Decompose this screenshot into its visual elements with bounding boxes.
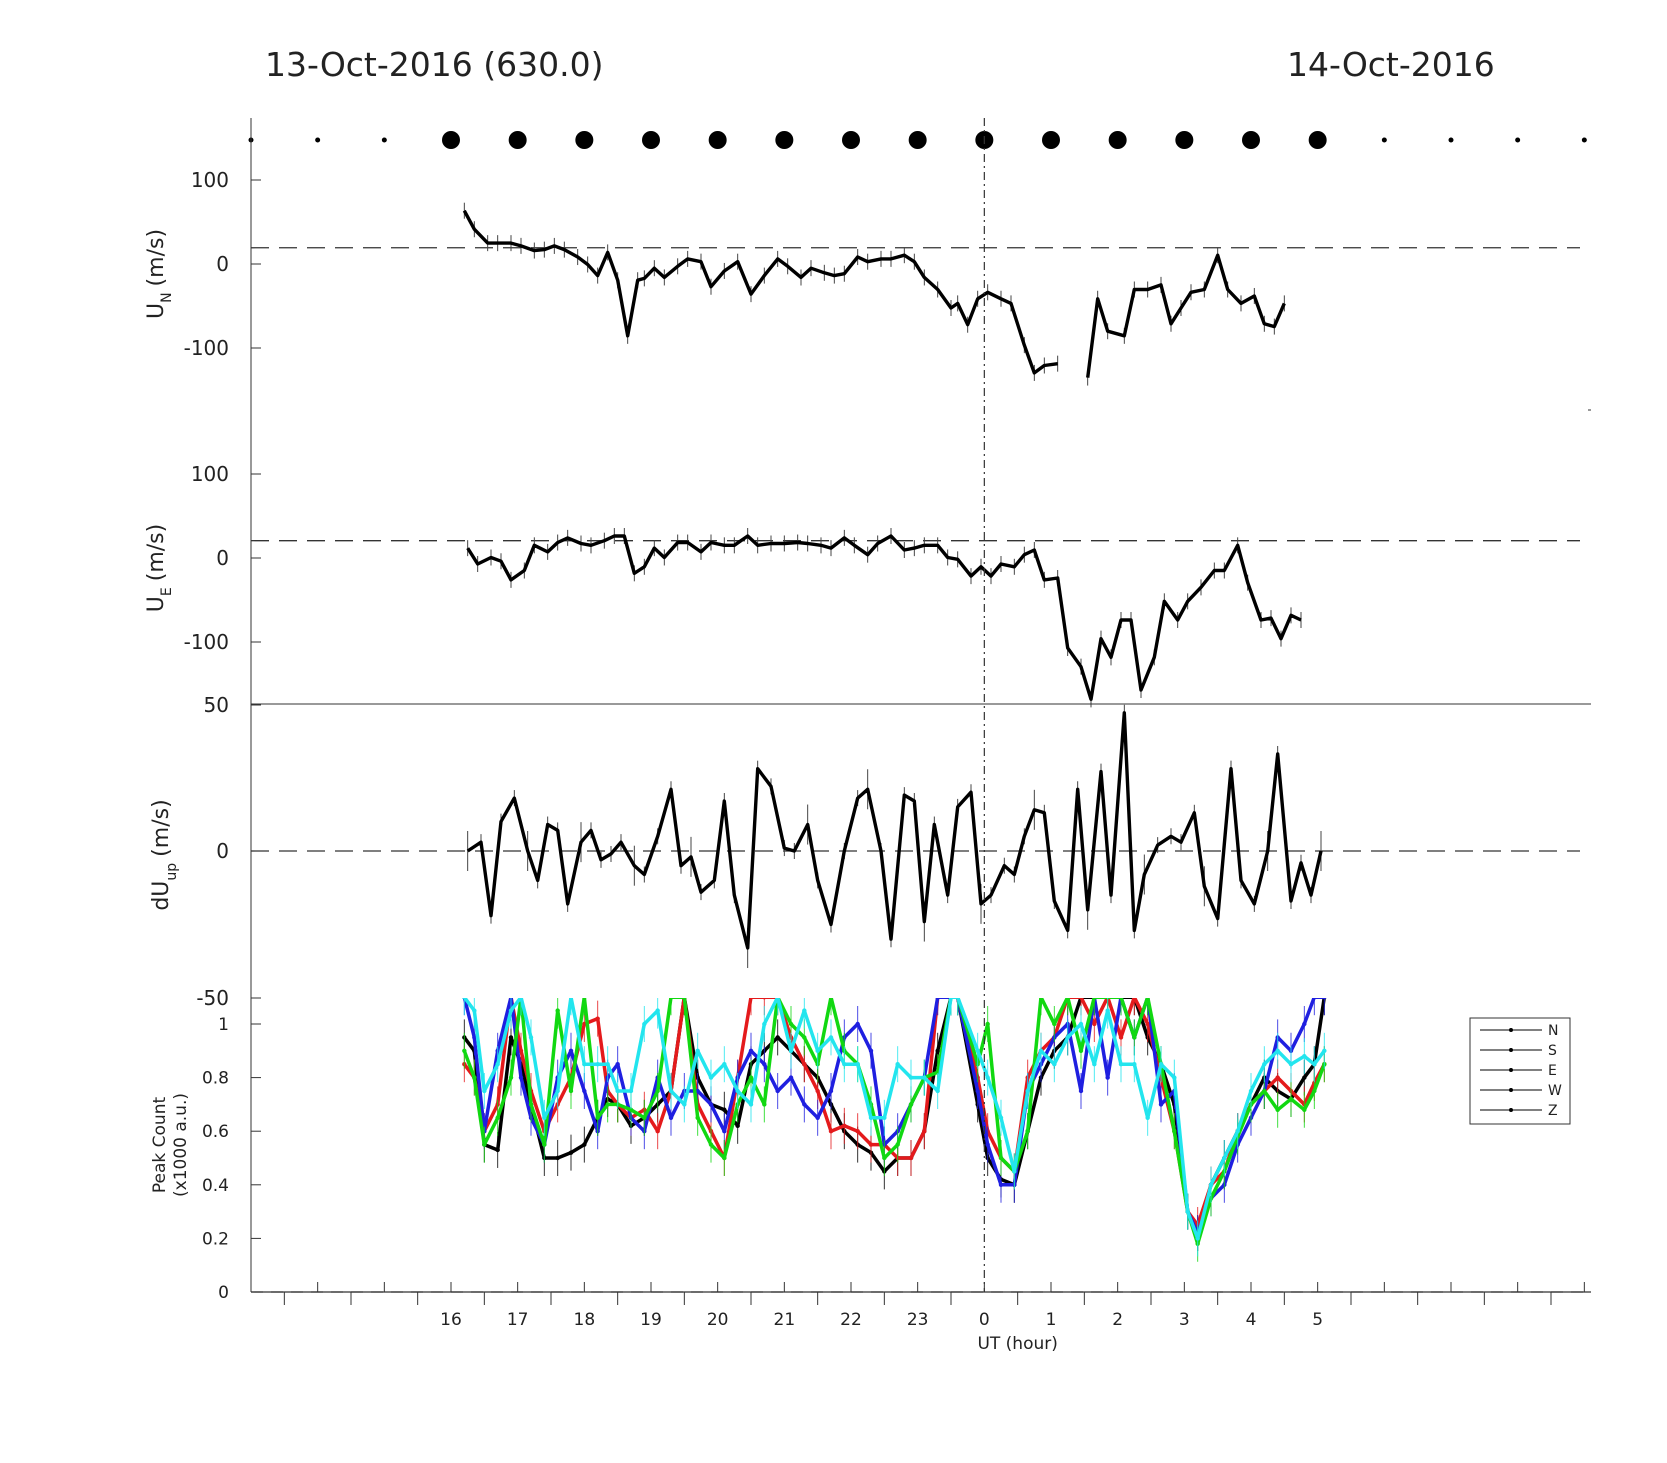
vertical-wind-panel: 50 0 -50 dUup (m/s) bbox=[149, 693, 1580, 1010]
sky-marker-4 bbox=[508, 131, 527, 149]
sky-marker-7 bbox=[708, 131, 727, 149]
sky-marker-8 bbox=[775, 131, 794, 149]
y-tick-label: 100 bbox=[191, 168, 229, 192]
y-tick-label: 1 bbox=[218, 1015, 229, 1035]
y-axis-label-line2: (x1000 a.u.) bbox=[171, 1093, 191, 1197]
sky-marker-1 bbox=[315, 137, 321, 143]
y-tick-label: 0 bbox=[216, 252, 229, 276]
series-Z bbox=[462, 998, 1327, 1257]
x-tick-label: 21 bbox=[774, 1310, 796, 1330]
sky-marker-14 bbox=[1175, 131, 1194, 149]
y-tick-label: -50 bbox=[196, 986, 229, 1010]
x-tick-label: 20 bbox=[707, 1310, 729, 1330]
left-date-title: 13-Oct-2016 (630.0) bbox=[265, 45, 603, 84]
y-axis-label-sub: E bbox=[159, 587, 175, 596]
sky-marker-5 bbox=[575, 131, 594, 149]
x-axis: 16 17 18 19 20 21 22 23 0 1 2 3 4 5UT (hour) bbox=[250, 1282, 1591, 1354]
y-tick-label: 0.4 bbox=[202, 1176, 229, 1196]
x-axis-label: UT (hour) bbox=[977, 1334, 1057, 1354]
sky-status-panel bbox=[248, 131, 1587, 149]
y-axis-label-unit: (m/s) bbox=[144, 524, 169, 581]
x-tick-label: 5 bbox=[1312, 1310, 1323, 1330]
y-axis-label: UE (m/s) bbox=[144, 524, 175, 612]
y-tick-label: 0 bbox=[218, 1283, 229, 1303]
series-line-S bbox=[462, 998, 1326, 1227]
y-axis-label-line1: Peak Count bbox=[150, 1097, 170, 1194]
y-tick-label: 0.6 bbox=[202, 1122, 229, 1142]
x-tick-label: 22 bbox=[840, 1310, 862, 1330]
legend-label: S bbox=[1548, 1043, 1557, 1059]
sky-marker-3 bbox=[442, 131, 460, 149]
legend-label: Z bbox=[1548, 1103, 1558, 1119]
series-line bbox=[466, 534, 1302, 701]
y-tick-label: -100 bbox=[184, 630, 229, 654]
x-tick-label: 0 bbox=[979, 1310, 990, 1330]
y-tick-label: 0 bbox=[216, 839, 229, 863]
x-tick-label: 16 bbox=[440, 1310, 462, 1330]
sky-marker-20 bbox=[1581, 137, 1587, 143]
y-axis-label-unit: (m/s) bbox=[144, 229, 169, 286]
x-tick-label: 4 bbox=[1246, 1310, 1257, 1330]
y-axis-label: UN (m/s) bbox=[144, 229, 175, 319]
sky-marker-10 bbox=[908, 131, 927, 149]
legend-marker bbox=[1509, 1068, 1513, 1072]
y-axis-label: dUup (m/s) bbox=[149, 799, 180, 910]
legend-marker bbox=[1509, 1048, 1513, 1052]
legend-marker bbox=[1509, 1088, 1513, 1092]
zonal-wind-panel: 100 0 -100 UE (m/s) bbox=[144, 410, 1591, 708]
legend-box bbox=[1469, 1017, 1571, 1125]
y-axis-label-sub: N bbox=[159, 292, 175, 302]
peak-count-plot bbox=[462, 998, 1327, 1262]
x-tick-label: 3 bbox=[1179, 1310, 1190, 1330]
y-tick-label: 100 bbox=[191, 462, 229, 486]
y-axis-label-unit: (m/s) bbox=[149, 799, 174, 856]
sky-marker-17 bbox=[1381, 137, 1387, 143]
right-date-title: 14-Oct-2016 bbox=[1287, 45, 1495, 84]
sky-marker-18 bbox=[1448, 137, 1454, 143]
y-axis-label-sub: up bbox=[164, 863, 180, 881]
series-line-E bbox=[462, 998, 1325, 1235]
x-tick-label: 18 bbox=[574, 1310, 596, 1330]
x-tick-label: 1 bbox=[1046, 1310, 1057, 1330]
legend-marker bbox=[1509, 1028, 1513, 1032]
series-line bbox=[466, 711, 1323, 950]
x-tick-label: 23 bbox=[907, 1310, 929, 1330]
sky-marker-19 bbox=[1515, 137, 1521, 143]
sky-marker-13 bbox=[1108, 131, 1127, 149]
x-tick-label: 2 bbox=[1112, 1310, 1123, 1330]
meridional-wind-panel: 100 0 -100 UN (m/s) bbox=[144, 118, 1591, 411]
x-tick-label: 19 bbox=[640, 1310, 662, 1330]
y-tick-label: 0 bbox=[216, 546, 229, 570]
y-tick-label: 50 bbox=[204, 693, 229, 717]
sky-marker-9 bbox=[842, 131, 860, 149]
legend-marker bbox=[1509, 1108, 1513, 1112]
y-tick-label: 0.8 bbox=[202, 1069, 229, 1089]
y-axis-label-main: U bbox=[144, 596, 169, 612]
legend-label: W bbox=[1548, 1083, 1562, 1099]
sky-marker-12 bbox=[1042, 131, 1060, 149]
y-axis-label-main: dU bbox=[149, 881, 174, 911]
x-tick-label: 17 bbox=[507, 1310, 529, 1330]
peak-count-panel: 0 0.2 0.4 0.6 0.8 1 Peak Count (x1000 a.u.) bbox=[150, 998, 1327, 1303]
y-axis-label-main: U bbox=[144, 303, 169, 319]
series-line-Z bbox=[462, 998, 1326, 1241]
series-line bbox=[462, 209, 1286, 378]
sky-marker-15 bbox=[1242, 131, 1260, 149]
sky-marker-6 bbox=[642, 131, 660, 149]
sky-marker-2 bbox=[381, 137, 387, 143]
sky-marker-16 bbox=[1308, 131, 1327, 149]
y-tick-label: 0.2 bbox=[202, 1229, 229, 1249]
legend-label: E bbox=[1548, 1063, 1557, 1079]
y-tick-label: -100 bbox=[184, 336, 229, 360]
legend-label: N bbox=[1548, 1023, 1558, 1039]
